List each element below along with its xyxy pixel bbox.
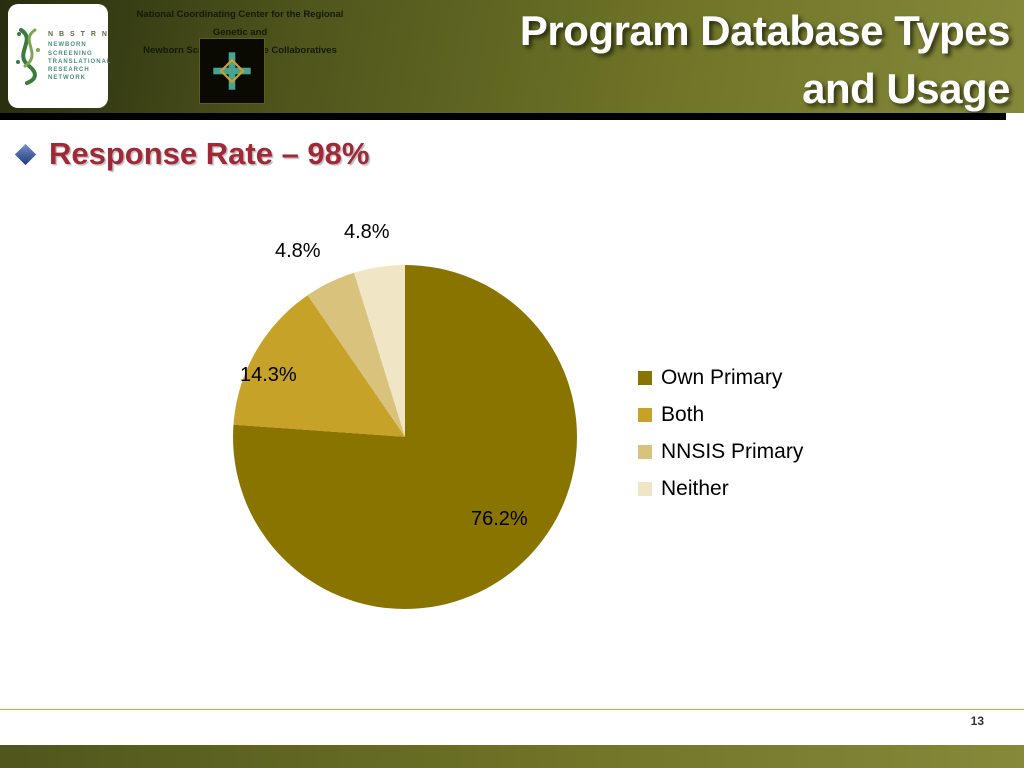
pie-chart (233, 265, 577, 609)
pie-label-own-primary: 76.2% (471, 508, 528, 530)
diamond-bullet-icon (14, 143, 37, 165)
logo-word: NEWBORN (48, 42, 87, 49)
section-heading: Response Rate – 98% (49, 136, 370, 171)
legend-item: Own Primary (638, 366, 803, 389)
logo-word: NETWORK (48, 74, 86, 81)
org-name-line1: National Coordinating Center for the Reg… (136, 9, 344, 39)
nbstrn-logo: N B S T R N NEWBORN SCREENING TRANSLATIO… (8, 4, 111, 108)
legend-item: Neither (638, 477, 803, 500)
legend-swatch (638, 370, 652, 385)
legend-item: Both (638, 403, 803, 426)
pie-label-nnsis-primary: 4.8% (275, 240, 321, 262)
legend-label: Own Primary (661, 365, 783, 389)
legend-swatch (638, 481, 652, 496)
logo-word: SCREENING (48, 50, 93, 57)
bottom-bar (0, 745, 1024, 768)
legend-label: NNSIS Primary (661, 439, 804, 463)
legend-item: NNSIS Primary (638, 440, 803, 463)
pie-label-neither: 4.8% (344, 221, 390, 243)
slide-title: Program Database Types and Usage (519, 2, 1011, 118)
slide-title-line2: and Usage (802, 65, 1010, 112)
footer-divider (0, 709, 1024, 710)
slide-header: N B S T R N NEWBORN SCREENING TRANSLATIO… (0, 0, 1024, 113)
logo-word: TRANSLATIONAL (48, 58, 112, 65)
chart-legend: Own Primary Both NNSIS Primary Neither (638, 366, 803, 514)
legend-label: Both (661, 402, 705, 426)
header-divider (0, 113, 1006, 120)
dna-footprint-icon (11, 26, 45, 86)
section-heading-row: Response Rate – 98% (14, 136, 369, 172)
ncc-emblem-icon (199, 38, 265, 104)
pie-label-both: 14.3% (240, 364, 297, 386)
legend-label: Neither (661, 476, 729, 500)
logo-acronym: N B S T R N (48, 31, 109, 39)
nbstrn-logo-text: N B S T R N NEWBORN SCREENING TRANSLATIO… (48, 30, 112, 82)
legend-swatch (638, 407, 652, 422)
logo-word: RESEARCH (48, 66, 90, 73)
legend-swatch (638, 444, 652, 459)
page-number: 13 (970, 714, 984, 728)
slide-title-line1: Program Database Types (519, 7, 1011, 54)
